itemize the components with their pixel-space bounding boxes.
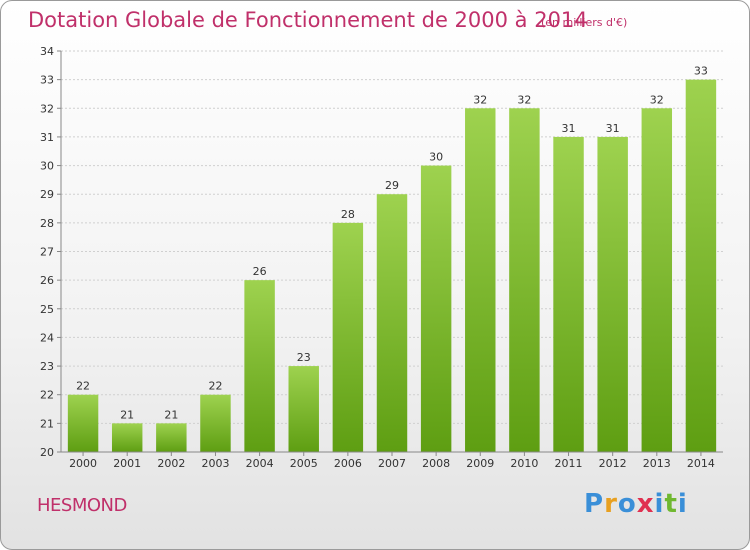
bar-2013 bbox=[641, 108, 673, 453]
bar-2002 bbox=[156, 423, 187, 452]
bar-2005 bbox=[288, 366, 319, 452]
data-label-2012: 31 bbox=[606, 122, 620, 135]
y-tick-label: 30 bbox=[40, 160, 54, 173]
y-tick-label: 23 bbox=[40, 360, 54, 373]
x-tick-label-2014: 2014 bbox=[687, 457, 715, 470]
y-tick-label: 22 bbox=[40, 389, 54, 402]
y-tick-label: 27 bbox=[40, 246, 54, 259]
bar-2000 bbox=[67, 394, 99, 452]
y-tick-label: 20 bbox=[40, 446, 54, 459]
bar-2010 bbox=[509, 108, 540, 453]
y-tick-label: 34 bbox=[40, 45, 54, 58]
y-tick-label: 26 bbox=[40, 274, 54, 287]
chart-subtitle: (en milliers d'€) bbox=[541, 16, 628, 29]
logo-letter: t bbox=[664, 489, 678, 519]
x-tick-label-2004: 2004 bbox=[246, 457, 274, 470]
data-label-2001: 21 bbox=[120, 408, 134, 421]
bar-2009 bbox=[465, 108, 496, 453]
x-tick-label-2007: 2007 bbox=[378, 457, 406, 470]
labels-layer: 22 21 21 22 26 23 28 29 30 32 32 31 31 32 33 bbox=[76, 65, 708, 422]
y-tick-label: 31 bbox=[40, 131, 54, 144]
data-label-2000: 22 bbox=[76, 380, 90, 393]
place-name: HESMOND bbox=[37, 495, 127, 516]
x-tick-label-2003: 2003 bbox=[201, 457, 229, 470]
data-label-2006: 28 bbox=[341, 208, 355, 221]
data-label-2002: 21 bbox=[164, 408, 178, 421]
data-label-2013: 32 bbox=[650, 93, 664, 106]
logo-letter: x bbox=[636, 489, 655, 519]
data-label-2010: 32 bbox=[517, 93, 531, 106]
bar-2008 bbox=[420, 165, 452, 453]
logo-letter: P bbox=[584, 489, 605, 519]
y-tick-label: 29 bbox=[40, 188, 54, 201]
x-tick-label-2013: 2013 bbox=[643, 457, 671, 470]
x-tick-label-2006: 2006 bbox=[334, 457, 362, 470]
logo-letter: o bbox=[617, 489, 637, 519]
bar-2004 bbox=[244, 280, 275, 452]
bar-2007 bbox=[376, 194, 408, 452]
x-tick-label-2009: 2009 bbox=[466, 457, 494, 470]
data-label-2007: 29 bbox=[385, 179, 399, 192]
logo-letter: r bbox=[604, 489, 618, 519]
x-tick-label-2000: 2000 bbox=[69, 457, 97, 470]
data-label-2008: 30 bbox=[429, 151, 443, 164]
y-tick-label: 24 bbox=[40, 331, 54, 344]
x-tick-label-2002: 2002 bbox=[157, 457, 185, 470]
y-tick-label: 21 bbox=[40, 417, 54, 430]
y-tick-label: 32 bbox=[40, 102, 54, 115]
data-label-2005: 23 bbox=[297, 351, 311, 364]
x-tick-label-2001: 2001 bbox=[113, 457, 141, 470]
bar-2011 bbox=[553, 136, 584, 452]
x-tick-label-2010: 2010 bbox=[510, 457, 538, 470]
data-label-2004: 26 bbox=[253, 265, 267, 278]
x-tick-label-2012: 2012 bbox=[599, 457, 627, 470]
bar-2014 bbox=[685, 79, 717, 453]
y-tick-label: 33 bbox=[40, 74, 54, 87]
y-tick-label: 28 bbox=[40, 217, 54, 230]
logo-letter: i bbox=[677, 489, 688, 519]
chart-title: Dotation Globale de Fonctionnement de 20… bbox=[28, 8, 588, 32]
bar-2012 bbox=[597, 136, 628, 452]
data-label-2011: 31 bbox=[562, 122, 576, 135]
axis-layer: 20 21 22 23 24 25 26 27 28 29 30 31 32 33 34 2000 2001 20… bbox=[40, 45, 723, 470]
logo-letter: i bbox=[654, 489, 665, 519]
y-tick-label: 25 bbox=[40, 303, 54, 316]
bar-2003 bbox=[200, 394, 231, 452]
data-label-2014: 33 bbox=[694, 65, 708, 78]
bars-layer bbox=[67, 79, 717, 453]
x-tick-label-2005: 2005 bbox=[290, 457, 318, 470]
bar-2006 bbox=[332, 222, 364, 452]
x-tick-label-2008: 2008 bbox=[422, 457, 450, 470]
data-label-2009: 32 bbox=[473, 93, 487, 106]
data-label-2003: 22 bbox=[208, 380, 222, 393]
x-tick-label-2011: 2011 bbox=[555, 457, 583, 470]
proxiti-logo[interactable]: Proxiti bbox=[584, 489, 688, 519]
bar-2001 bbox=[111, 423, 143, 452]
